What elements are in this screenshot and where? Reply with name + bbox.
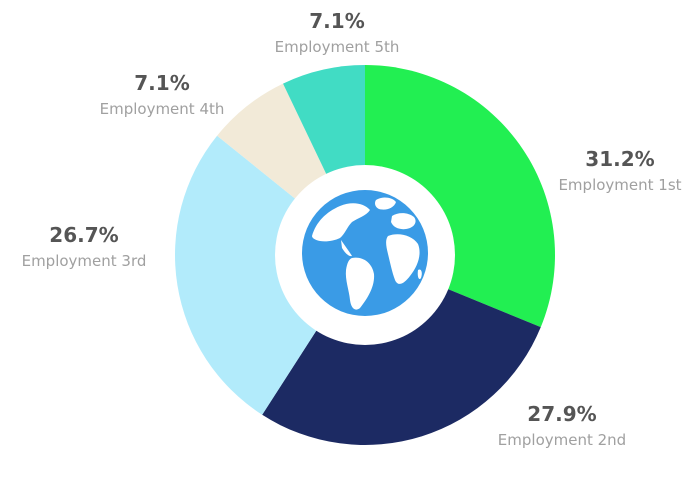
slice-3-value-label: 26.7% [49,223,118,247]
slice-3-category-label: Employment 3rd [22,252,147,270]
slice-1-category-label: Employment 1st [558,176,681,194]
slice-5-value-label: 7.1% [309,9,364,33]
slice-1-value-label: 31.2% [585,147,654,171]
slice-2-category-label: Employment 2nd [498,431,626,449]
slice-2 [262,255,541,445]
globe-icon [302,190,428,316]
slice-4-category-label: Employment 4th [100,100,225,118]
slice-3 [175,135,365,415]
labels-group: 31.2% Employment 1st 27.9% Employment 2nd 26… [22,9,682,449]
slice-4-value-label: 7.1% [134,71,189,95]
slice-5-category-label: Employment 5th [275,38,400,56]
slice-2-value-label: 27.9% [527,402,596,426]
